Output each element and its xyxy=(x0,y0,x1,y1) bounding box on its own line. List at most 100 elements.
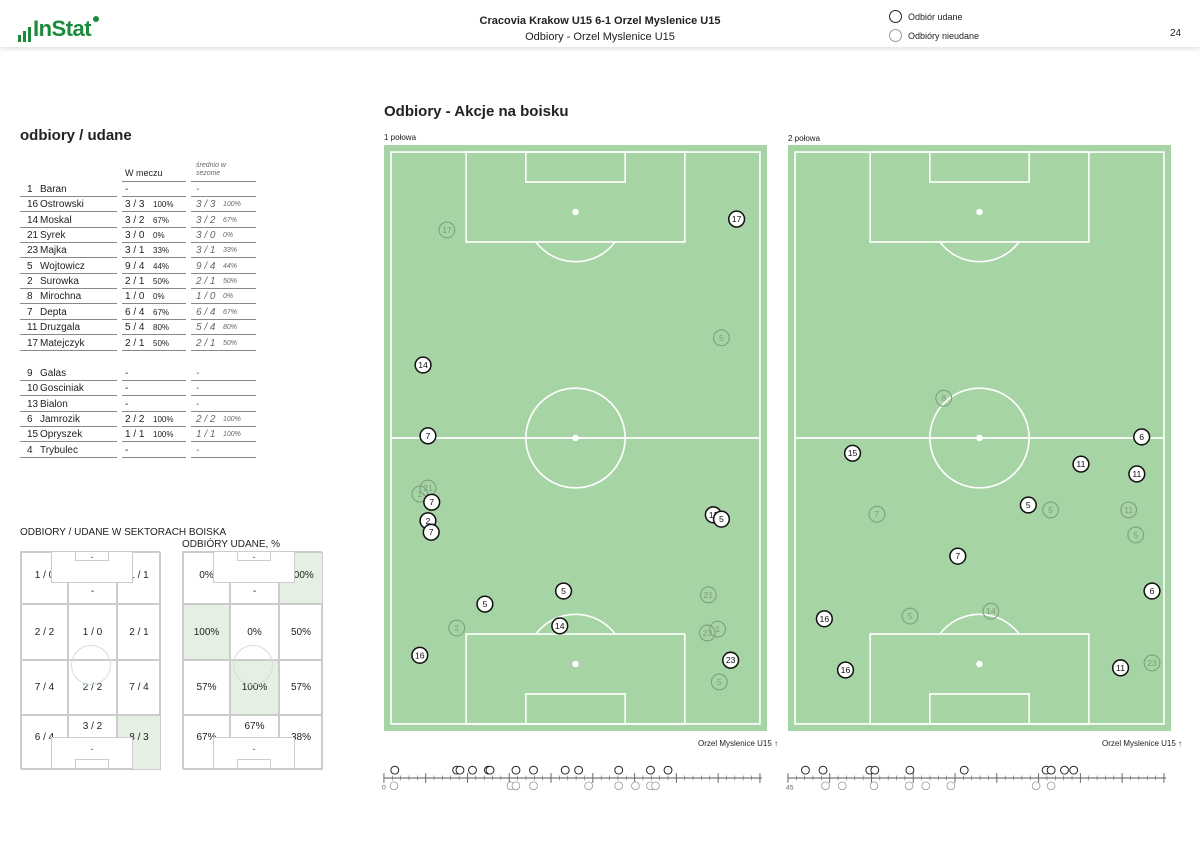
marker-circle xyxy=(411,646,429,664)
goal-area xyxy=(524,693,627,725)
sector-cell: 57% xyxy=(183,660,230,715)
player-name: Druzgala xyxy=(40,322,81,334)
marker-circle xyxy=(727,210,746,228)
season-value: - xyxy=(196,398,200,410)
timeline-success-marker xyxy=(1060,765,1069,775)
player-number: 2 xyxy=(27,276,33,288)
timeline-success-marker xyxy=(468,765,477,775)
tackle-success-marker: 16 xyxy=(411,646,429,664)
table-row: 16 Ostrowski 3 / 3 100% 3 / 3 100% xyxy=(20,197,260,213)
goal-area xyxy=(928,693,1031,725)
player-name: Moskal xyxy=(40,214,72,226)
season-pct: 67% xyxy=(223,216,238,224)
tackle-fail-marker: 5 xyxy=(713,329,730,347)
player-number: 9 xyxy=(27,368,33,379)
player-name: Wojtowicz xyxy=(40,260,85,272)
timeline-success-marker xyxy=(560,765,570,775)
marker-circle xyxy=(843,444,862,462)
season-value: - xyxy=(196,383,200,395)
season-pct: 33% xyxy=(223,247,238,255)
tackle-fail-marker: 23 xyxy=(1143,654,1161,672)
player-number: 15 xyxy=(27,429,39,441)
tackle-success-marker: 16 xyxy=(836,661,855,679)
season-value: 1 / 1 xyxy=(196,429,216,441)
tackle-success-marker: 5 xyxy=(712,510,731,528)
tackle-fail-marker: 2 xyxy=(448,619,466,637)
match-pct: 67% xyxy=(153,215,170,225)
player-number: 8 xyxy=(27,291,33,303)
tackle-success-marker: 14 xyxy=(551,617,569,635)
match-value: 1 / 0 xyxy=(125,291,145,303)
marker-circle xyxy=(949,547,967,565)
marker-player-number: 7 xyxy=(426,431,431,441)
penalty-arc xyxy=(535,241,616,263)
season-value: 3 / 1 xyxy=(196,245,216,257)
marker-circle xyxy=(722,651,740,669)
marker-circle xyxy=(815,610,833,628)
season-pct: 50% xyxy=(223,278,238,286)
tackle-fail-marker: 21 xyxy=(700,586,717,604)
marker-player-number: 14 xyxy=(555,621,565,631)
match-pct: 50% xyxy=(153,338,170,348)
legend-fail-label: Odbióry nieudane xyxy=(908,30,980,41)
timeline-fail-marker xyxy=(1046,781,1056,791)
player-number: 16 xyxy=(27,199,39,211)
marker-player-number: 5 xyxy=(719,514,724,524)
timeline-fail-marker xyxy=(529,781,538,791)
marker-player-number: 17 xyxy=(732,214,742,224)
table-row: 1 Baran - - xyxy=(20,182,260,197)
table-title: odbiory / udane xyxy=(20,127,132,144)
sector-cell: 2 / 1 xyxy=(117,604,161,660)
match-value: 1 / 1 xyxy=(125,429,145,441)
marker-circle xyxy=(710,673,728,691)
box-value: - xyxy=(90,744,94,754)
logo-text: InStat xyxy=(33,16,92,41)
table-row: 23 Majka 3 / 1 33% 3 / 1 33% xyxy=(20,243,260,259)
sector-title-2: ODBIÓRY UDANE, % xyxy=(182,539,280,550)
match-value: - xyxy=(125,383,129,395)
page-number: 24 xyxy=(1170,28,1182,39)
marker-circle xyxy=(438,221,456,239)
col-season: średnio w sezonie xyxy=(196,162,226,177)
marker-player-number: 1 xyxy=(417,489,422,499)
tackle-success-marker: 7 xyxy=(949,547,967,565)
timeline-fail-marker xyxy=(651,781,660,791)
season-value: 3 / 3 xyxy=(196,199,216,211)
player-number: 21 xyxy=(27,230,39,242)
season-pct: 100% xyxy=(223,431,241,439)
table-row: 5 Wojtowicz 9 / 4 44% 9 / 4 44% xyxy=(20,259,260,274)
tackle-fail-marker: 1 xyxy=(411,485,429,503)
marker-circle xyxy=(1042,501,1059,519)
goal-area xyxy=(928,151,1031,183)
match-value: 2 / 1 xyxy=(125,276,145,288)
table-row: 11 Druzgala 5 / 4 80% 5 / 4 80% xyxy=(20,320,260,336)
table-row: 14 Moskal 3 / 2 67% 3 / 2 67% xyxy=(20,213,260,228)
team-direction-2: Orzel Myslenice U15 ↑ xyxy=(1102,739,1183,748)
penalty-spot xyxy=(976,208,983,216)
marker-player-number: 14 xyxy=(418,360,428,370)
match-value: - xyxy=(125,444,129,456)
match-pct: 67% xyxy=(153,307,170,317)
timeline-fail-marker xyxy=(631,781,640,791)
timeline-success-marker xyxy=(818,765,828,775)
marker-player-number: 2 xyxy=(426,516,431,526)
player-number: 23 xyxy=(27,245,39,257)
sector-cell: 50% xyxy=(279,604,323,660)
marker-circle xyxy=(1143,654,1161,672)
season-value: 3 / 0 xyxy=(196,230,216,242)
sector-cell: 2 / 2 xyxy=(21,604,68,660)
marker-circle xyxy=(1127,526,1145,544)
player-number: 6 xyxy=(27,414,33,426)
actions-title: Odbiory - Akcje na boisku xyxy=(384,103,569,120)
marker-player-number: 7 xyxy=(429,527,434,537)
marker-circle xyxy=(1072,455,1090,473)
marker-player-number: 16 xyxy=(415,650,425,660)
tackle-fail-marker: 8 xyxy=(935,389,953,407)
match-pct: 44% xyxy=(153,261,170,271)
marker-circle xyxy=(1133,428,1151,446)
marker-player-number: 5 xyxy=(1026,500,1031,510)
marker-circle xyxy=(476,595,494,613)
season-value: 2 / 2 xyxy=(196,414,216,426)
timeline-half-1: 0 xyxy=(382,765,763,792)
marker-player-number: 1 xyxy=(715,624,720,634)
